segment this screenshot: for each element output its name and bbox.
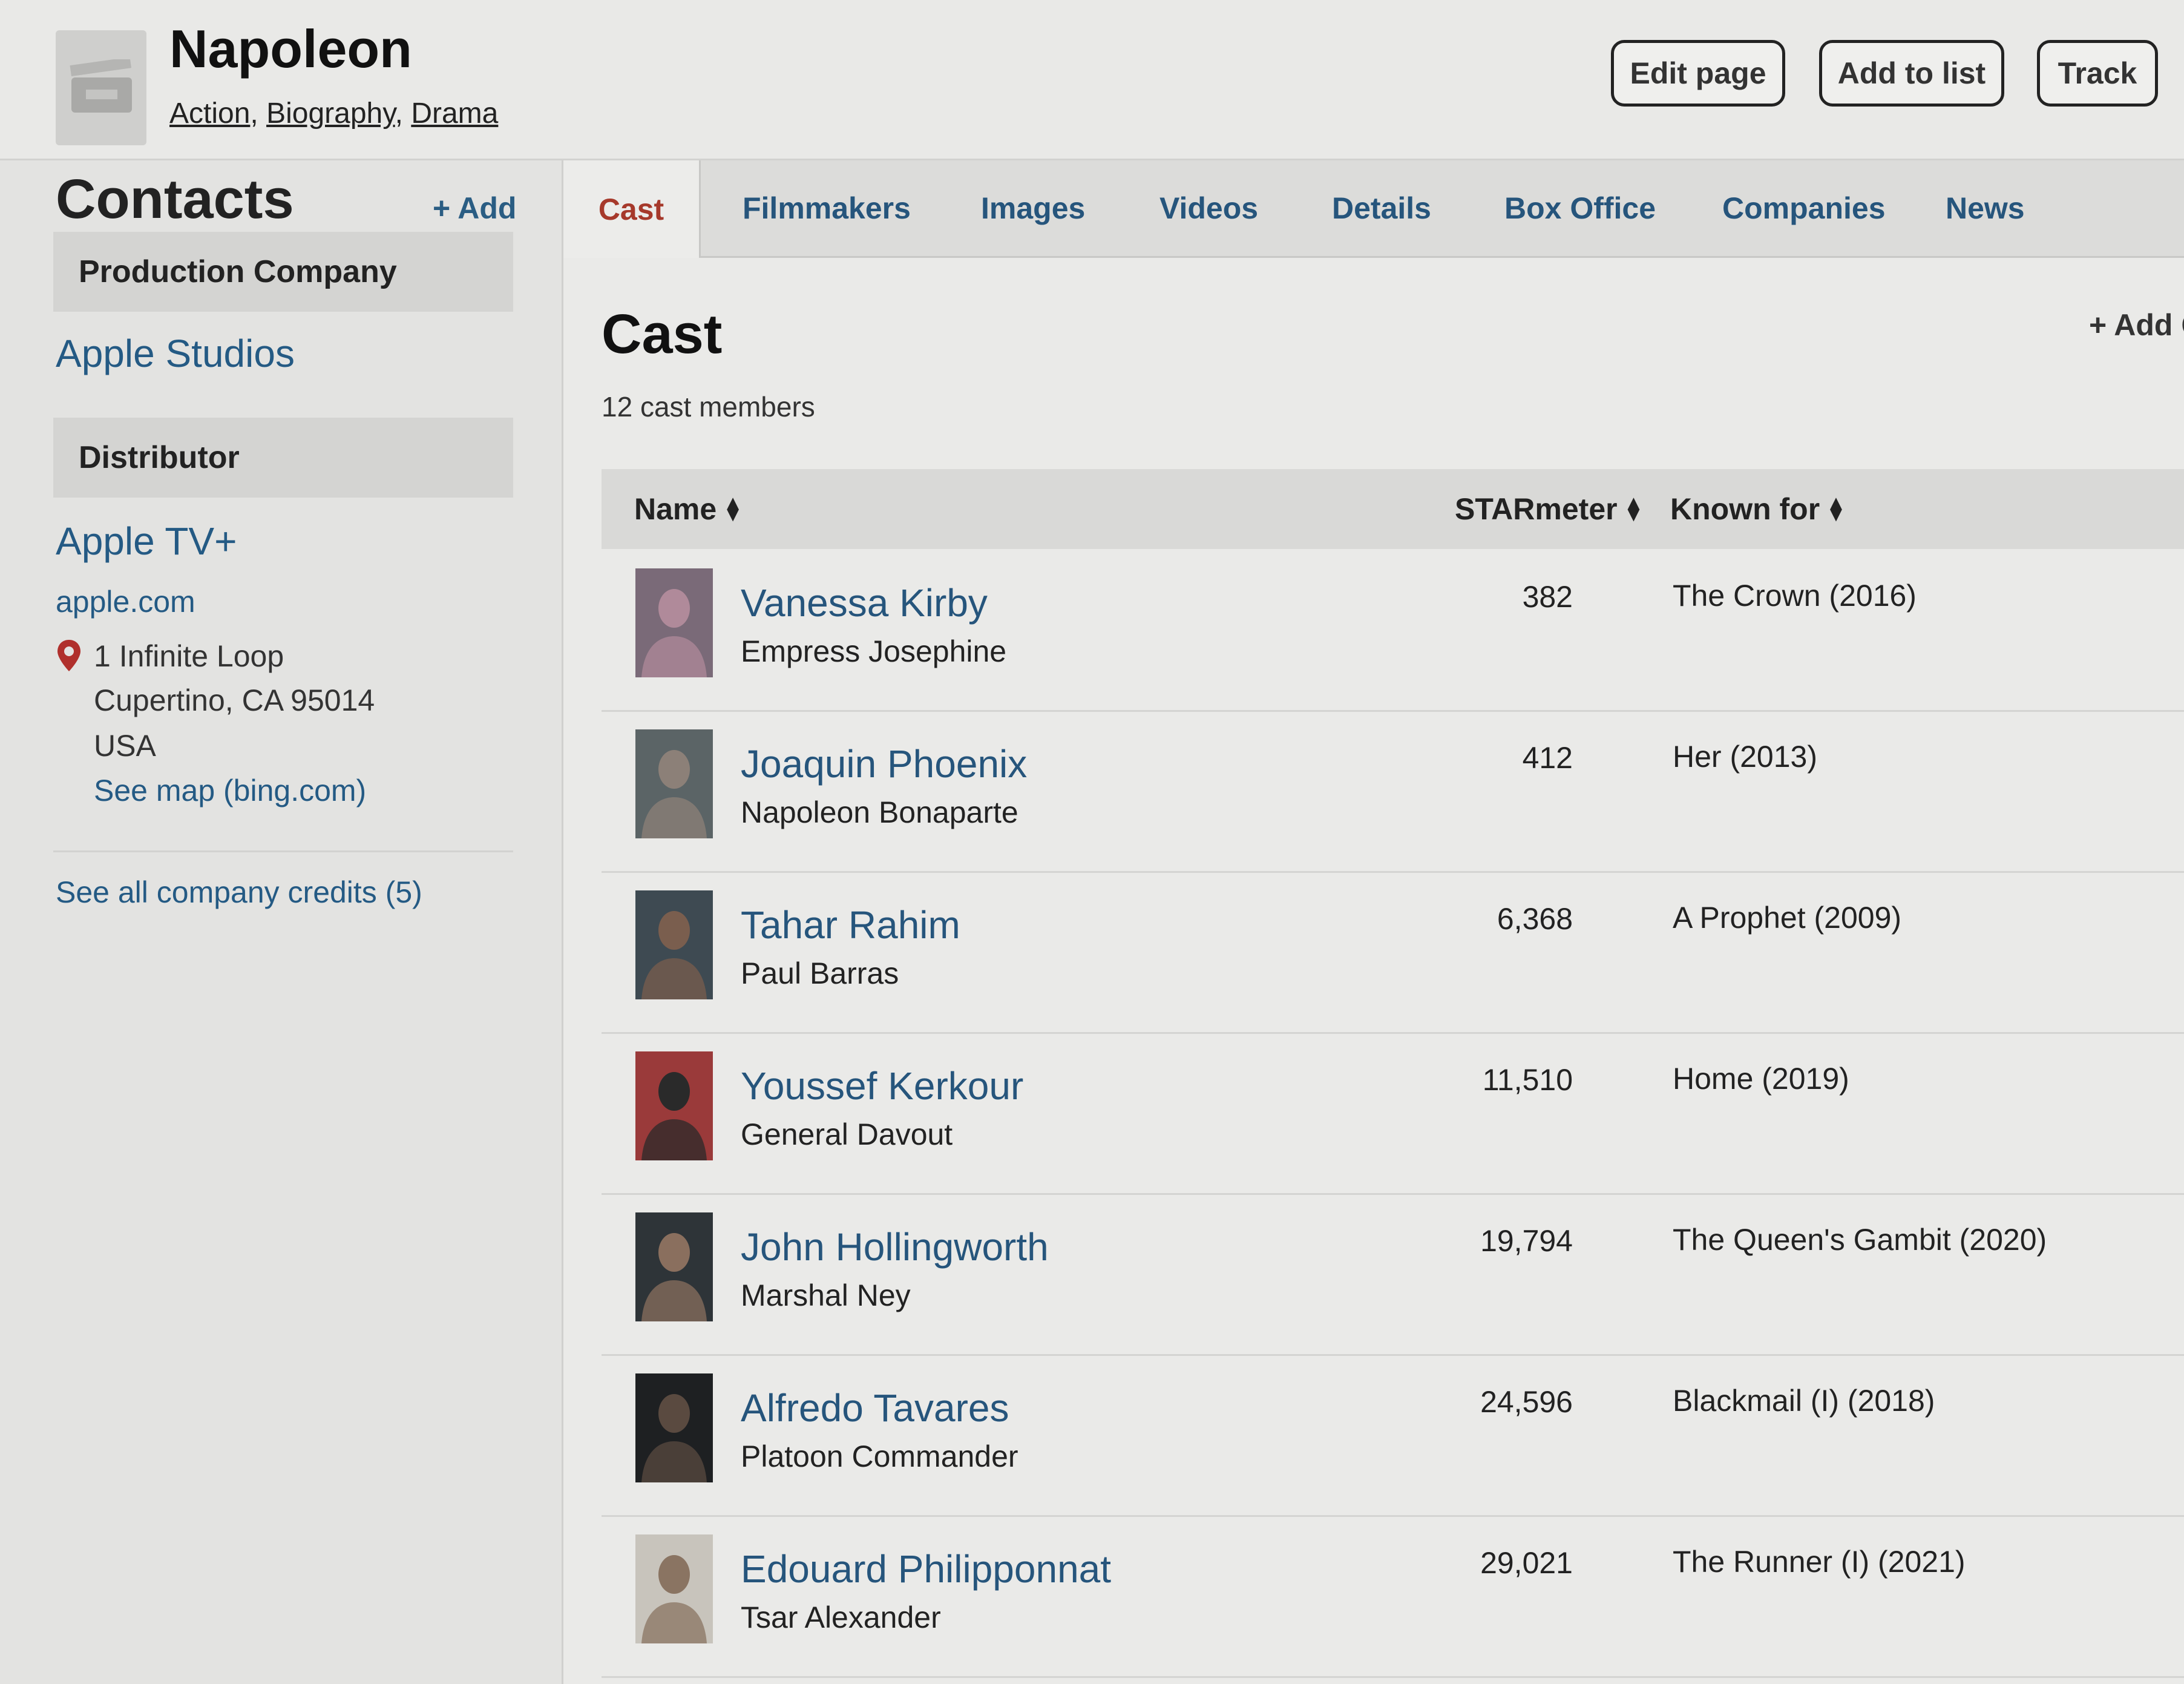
cast-count: 12 cast members: [602, 391, 815, 423]
sort-icon: ▲ ▼: [1826, 492, 1846, 526]
add-to-list-button[interactable]: Add to list: [1819, 40, 2004, 107]
distributor-link[interactable]: Apple TV+: [56, 519, 237, 563]
character-name: Paul Barras: [741, 956, 899, 990]
known-for-link[interactable]: Blackmail (I) (2018): [1673, 1384, 1935, 1418]
all-company-credits-link[interactable]: See all company credits (5): [56, 875, 422, 909]
table-row: Youssef Kerkour General Davout 11,510 Home …: [602, 1032, 2184, 1195]
genre-link[interactable]: Drama: [411, 97, 499, 130]
tab-filmmakers[interactable]: Filmmakers: [743, 191, 911, 225]
address-line: 1 Infinite Loop: [94, 639, 284, 673]
genre-link[interactable]: Biography: [266, 97, 395, 130]
add-contact-link[interactable]: + Add: [433, 191, 517, 225]
table-row: Vanessa Kirby Empress Josephine 382 The Cro…: [602, 549, 2184, 712]
production-company-header: Production Company: [53, 232, 513, 312]
cast-name-link[interactable]: Vanessa Kirby: [741, 581, 988, 625]
cast-name-link[interactable]: Joaquin Phoenix: [741, 742, 1028, 786]
tab-videos[interactable]: Videos: [1159, 191, 1259, 225]
starmeter-value: 11,510: [1482, 1063, 1573, 1097]
page-title: Napoleon: [169, 19, 412, 79]
cast-name-link[interactable]: Tahar Rahim: [741, 903, 960, 947]
genre-list: Action, Biography, Drama: [169, 97, 499, 130]
sort-icon: ▲ ▼: [723, 492, 743, 526]
headshot-photo[interactable]: [635, 1212, 713, 1321]
known-for-link[interactable]: The Runner (I) (2021): [1673, 1545, 1966, 1579]
known-for-link[interactable]: Her (2013): [1673, 740, 1817, 774]
known-for-column-header[interactable]: Known for ▲ ▼: [1670, 492, 1846, 526]
character-name: Platoon Commander: [741, 1439, 1018, 1473]
table-row: Alfredo Tavares Platoon Commander 24,596 Bl…: [602, 1354, 2184, 1517]
genre-link[interactable]: Action: [169, 97, 251, 130]
headshot-photo[interactable]: [635, 568, 713, 677]
character-name: Marshal Ney: [741, 1278, 911, 1312]
cast-heading: Cast: [602, 303, 723, 365]
character-name: Empress Josephine: [741, 634, 1007, 668]
table-row: Tahar Rahim Paul Barras 6,368 A Prophet (20…: [602, 871, 2184, 1034]
starmeter-column-header[interactable]: STARmeter ▲ ▼: [1455, 492, 1644, 526]
tab-news[interactable]: News: [1946, 191, 2025, 225]
tab-box-office[interactable]: Box Office: [1504, 191, 1656, 225]
starmeter-value: 24,596: [1480, 1385, 1573, 1419]
contacts-heading: Contacts: [56, 168, 294, 230]
name-column-header[interactable]: Name ▲ ▼: [634, 492, 743, 526]
film-clapper-icon: [56, 30, 146, 145]
sort-icon: ▲ ▼: [1623, 492, 1644, 526]
table-row: John Hollingworth Marshal Ney 19,794 The Qu…: [602, 1193, 2184, 1356]
starmeter-value: 6,368: [1497, 902, 1573, 936]
contacts-sidebar: Contacts + Add Production Company Apple …: [0, 160, 563, 1684]
starmeter-value: 19,794: [1480, 1224, 1573, 1258]
production-company-link[interactable]: Apple Studios: [56, 332, 295, 375]
cast-name-link[interactable]: John Hollingworth: [741, 1225, 1049, 1269]
cast-table-header: Name ▲ ▼ STARmeter ▲ ▼ Known for ▲ ▼: [602, 469, 2184, 549]
starmeter-value: 29,021: [1480, 1546, 1573, 1580]
known-for-link[interactable]: The Queen's Gambit (2020): [1673, 1223, 2047, 1257]
location-pin-icon: [57, 640, 80, 671]
headshot-photo[interactable]: [635, 1534, 713, 1643]
website-link[interactable]: apple.com: [56, 585, 195, 619]
divider: [53, 850, 513, 852]
tab-cast[interactable]: Cast: [563, 160, 701, 258]
tab-images[interactable]: Images: [981, 191, 1086, 225]
starmeter-value: 382: [1522, 580, 1573, 614]
headshot-photo[interactable]: [635, 1373, 713, 1482]
headshot-photo[interactable]: [635, 890, 713, 999]
character-name: Napoleon Bonaparte: [741, 795, 1018, 829]
see-map-link[interactable]: See map (bing.com): [94, 774, 367, 807]
headshot-photo[interactable]: [635, 729, 713, 838]
character-name: General Davout: [741, 1117, 953, 1151]
tab-details[interactable]: Details: [1332, 191, 1431, 225]
starmeter-value: 412: [1522, 741, 1573, 775]
character-name: Tsar Alexander: [741, 1600, 941, 1634]
table-row: Edouard Philipponnat Tsar Alexander 29,021…: [602, 1515, 2184, 1678]
tab-companies[interactable]: Companies: [1722, 191, 1886, 225]
edit-page-button[interactable]: Edit page: [1611, 40, 1785, 107]
add-cast-link[interactable]: + Add C: [2089, 308, 2184, 342]
cast-name-link[interactable]: Edouard Philipponnat: [741, 1547, 1112, 1591]
cast-name-link[interactable]: Youssef Kerkour: [741, 1064, 1024, 1108]
known-for-link[interactable]: Home (2019): [1673, 1062, 1849, 1096]
table-row: Joaquin Phoenix Napoleon Bonaparte 412 Her …: [602, 710, 2184, 873]
address-line: USA: [94, 729, 156, 763]
cast-name-link[interactable]: Alfredo Tavares: [741, 1386, 1009, 1430]
page-header: Napoleon Action, Biography, Drama Edit p…: [0, 0, 2184, 160]
headshot-photo[interactable]: [635, 1051, 713, 1160]
distributor-header: Distributor: [53, 418, 513, 498]
address-line: Cupertino, CA 95014: [94, 683, 375, 717]
known-for-link[interactable]: A Prophet (2009): [1673, 901, 1902, 935]
tab-bar: Cast Filmmakers Images Videos Details Bo…: [563, 160, 2184, 258]
track-button[interactable]: Track: [2037, 40, 2158, 107]
known-for-link[interactable]: The Crown (2016): [1673, 579, 1917, 613]
